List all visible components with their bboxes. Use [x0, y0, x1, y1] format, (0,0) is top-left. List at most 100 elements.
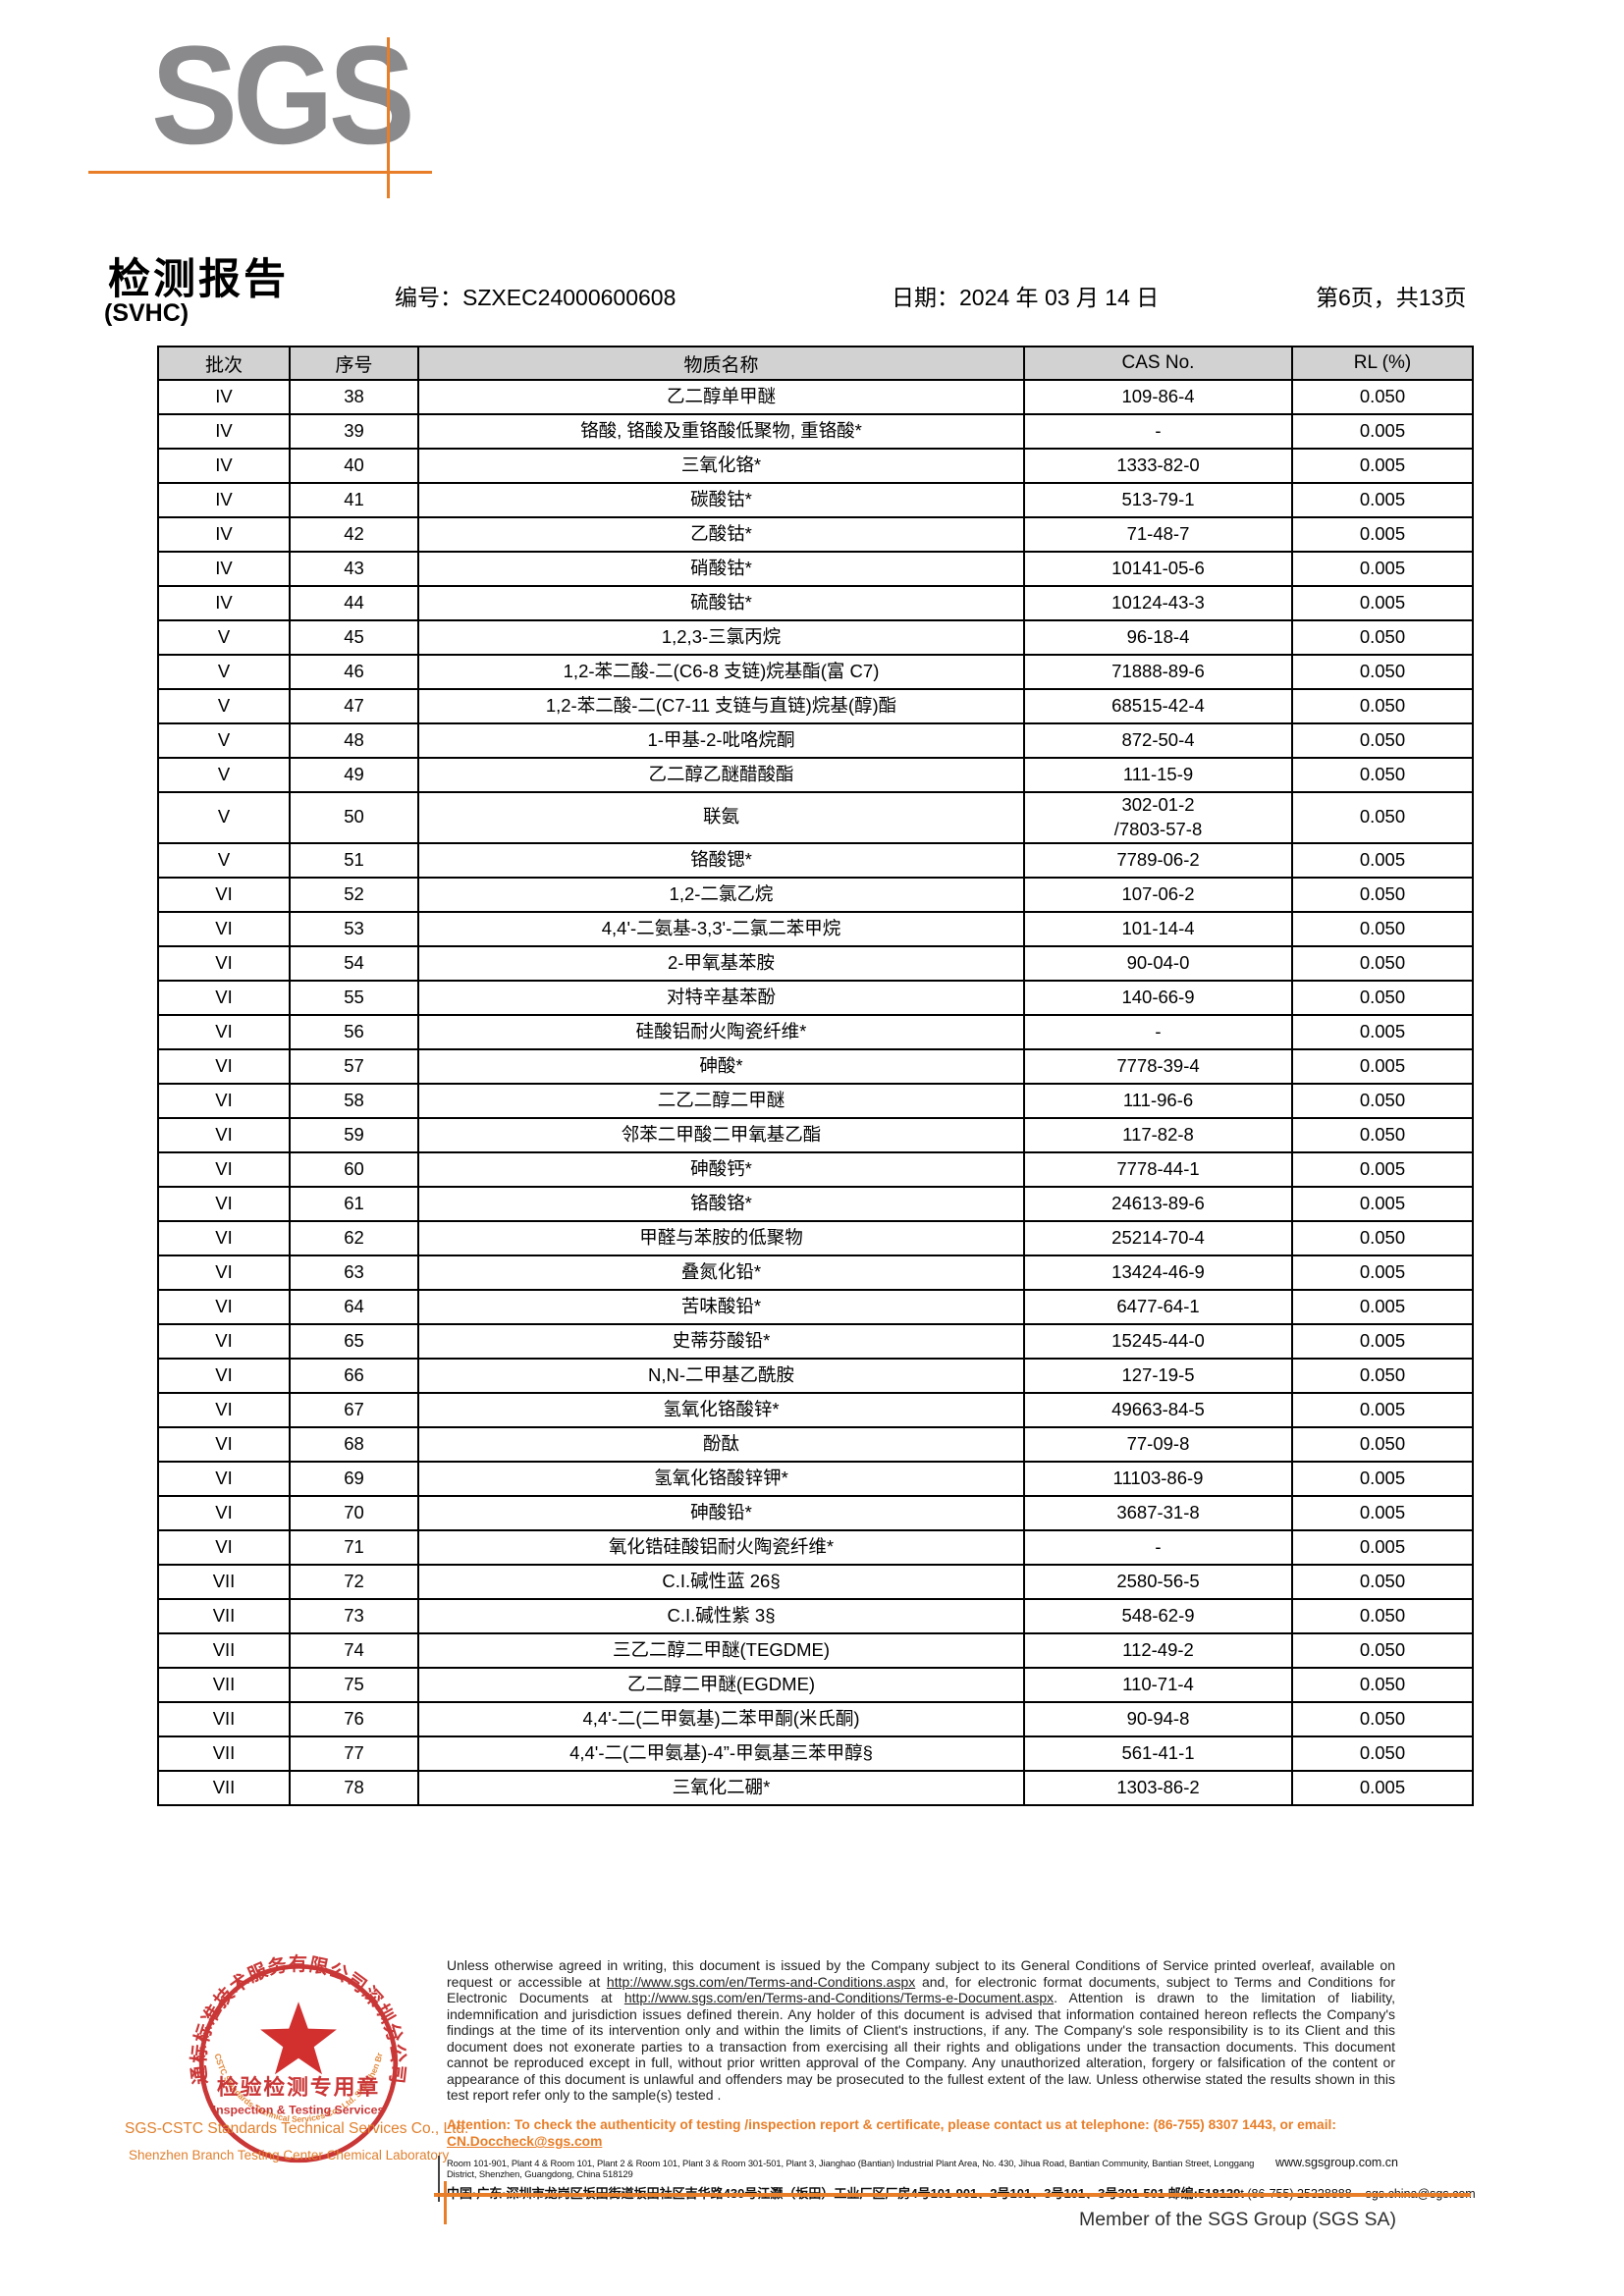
substance-cell: 铬酸, 铬酸及重铬酸低聚物, 重铬酸*: [417, 413, 1025, 450]
table-row: VI 55 对特辛基苯酚 140-66-9 0.050: [157, 979, 1474, 1016]
substance-cell: 1,2-苯二酸-二(C6-8 支链)烷基酯(富 C7): [417, 654, 1025, 690]
cas-cell: 561-41-1: [1023, 1735, 1293, 1772]
index-cell: 61: [289, 1185, 419, 1222]
substance-cell: 碳酸钴*: [417, 482, 1025, 518]
index-cell: 59: [289, 1116, 419, 1153]
batch-cell: V: [157, 654, 291, 690]
batch-cell: VI: [157, 1219, 291, 1256]
index-cell: 40: [289, 448, 419, 484]
column-header-substance: 物质名称: [417, 346, 1025, 381]
cas-cell: 302-01-2 /7803-57-8: [1023, 791, 1293, 844]
index-cell: 53: [289, 910, 419, 947]
index-cell: 75: [289, 1666, 419, 1703]
table-row: VI 58 二乙二醇二甲醚 111-96-6 0.050: [157, 1082, 1474, 1119]
table-row: V 46 1,2-苯二酸-二(C6-8 支链)烷基酯(富 C7) 71888-89-6…: [157, 654, 1474, 690]
index-cell: 58: [289, 1082, 419, 1119]
rl-cell: 0.005: [1291, 1460, 1474, 1497]
doccheck-email: CN.Doccheck@sgs.com: [447, 2134, 603, 2150]
substance-cell: 二乙二醇二甲醚: [417, 1082, 1025, 1119]
rl-cell: 0.050: [1291, 1219, 1474, 1256]
substance-cell: 对特辛基苯酚: [417, 979, 1025, 1016]
substance-cell: 砷酸钙*: [417, 1150, 1025, 1188]
batch-cell: V: [157, 688, 291, 724]
index-cell: 66: [289, 1357, 419, 1394]
rl-cell: 0.050: [1291, 722, 1474, 759]
seal-title-cn: 检验检测专用章: [217, 2074, 380, 2099]
index-cell: 42: [289, 516, 419, 553]
batch-cell: VII: [157, 1666, 291, 1703]
index-cell: 67: [289, 1391, 419, 1428]
cas-cell: 107-06-2: [1023, 876, 1293, 913]
index-cell: 77: [289, 1735, 419, 1772]
table-row: IV 44 硫酸钴* 10124-43-3 0.005: [157, 585, 1474, 621]
table-row: IV 38 乙二醇单甲醚 109-86-4 0.050: [157, 379, 1474, 415]
table-row: VI 69 氢氧化铬酸锌钾* 11103-86-9 0.005: [157, 1460, 1474, 1497]
rl-cell: 0.050: [1291, 1116, 1474, 1153]
cas-cell: 10141-05-6: [1023, 551, 1293, 587]
table-row: VII 75 乙二醇二甲醚(EGDME) 110-71-4 0.050: [157, 1666, 1474, 1703]
cas-cell: -: [1023, 1528, 1293, 1566]
terms-e-document-url: http://www.sgs.com/en/Terms-and-Conditio…: [623, 1990, 1055, 2006]
table-row: VI 68 酚酞 77-09-8 0.050: [157, 1425, 1474, 1463]
index-cell: 57: [289, 1047, 419, 1085]
rl-cell: 0.050: [1291, 379, 1474, 415]
index-cell: 51: [289, 841, 419, 879]
table-row: VII 76 4,4'-二(二甲氨基)二苯甲酮(米氏酮) 90-94-8 0.050: [157, 1700, 1474, 1737]
cas-cell: 112-49-2: [1023, 1631, 1293, 1669]
table-row: VII 77 4,4'-二(二甲氨基)-4”-甲氨基三苯甲醇§ 561-41-1 0.0…: [157, 1735, 1474, 1772]
index-cell: 46: [289, 654, 419, 690]
cas-cell: 7778-44-1: [1023, 1150, 1293, 1188]
company-seal: SGS-CSTC Standards Technical Services Co…: [187, 1951, 407, 2163]
substance-cell: 1,2-二氯乙烷: [417, 876, 1025, 913]
rl-cell: 0.050: [1291, 1735, 1474, 1772]
index-cell: 49: [289, 757, 419, 793]
rl-cell: 0.050: [1291, 688, 1474, 724]
index-cell: 38: [289, 379, 419, 415]
rl-cell: 0.050: [1291, 619, 1474, 656]
substance-cell: 氧化锆硅酸铝耐火陶瓷纤维*: [417, 1528, 1025, 1566]
index-cell: 54: [289, 944, 419, 982]
substance-cell: 邻苯二甲酸二甲氧基乙酯: [417, 1116, 1025, 1153]
table-row: VII 73 C.I.碱性紫 3§ 548-62-9 0.050: [157, 1597, 1474, 1634]
batch-cell: VII: [157, 1597, 291, 1634]
index-cell: 78: [289, 1769, 419, 1806]
batch-cell: VII: [157, 1769, 291, 1806]
rl-cell: 0.005: [1291, 1254, 1474, 1291]
substance-cell: 1,2-苯二酸-二(C7-11 支链与直链)烷基(醇)酯: [417, 688, 1025, 724]
table-row: V 49 乙二醇乙醚醋酸酯 111-15-9 0.050: [157, 757, 1474, 793]
index-cell: 76: [289, 1700, 419, 1737]
rl-cell: 0.050: [1291, 757, 1474, 793]
table-row: VI 62 甲醛与苯胺的低聚物 25214-70-4 0.050: [157, 1219, 1474, 1256]
rl-cell: 0.050: [1291, 1666, 1474, 1703]
batch-cell: IV: [157, 482, 291, 518]
cas-cell: 872-50-4: [1023, 722, 1293, 759]
substance-cell: 4,4'-二(二甲氨基)二苯甲酮(米氏酮): [417, 1700, 1025, 1737]
cas-cell: 96-18-4: [1023, 619, 1293, 656]
logo-underline-rule: [88, 171, 432, 174]
index-cell: 45: [289, 619, 419, 656]
footer-orange-tick: [444, 2181, 447, 2224]
rl-cell: 0.005: [1291, 1528, 1474, 1566]
index-cell: 64: [289, 1288, 419, 1325]
rl-cell: 0.050: [1291, 979, 1474, 1016]
rl-cell: 0.050: [1291, 876, 1474, 913]
substance-cell: 叠氮化铅*: [417, 1254, 1025, 1291]
rl-cell: 0.050: [1291, 944, 1474, 982]
rl-cell: 0.005: [1291, 1185, 1474, 1222]
column-header-index: 序号: [289, 346, 419, 381]
batch-cell: VI: [157, 1116, 291, 1153]
rl-cell: 0.005: [1291, 1494, 1474, 1531]
substance-cell: 三氧化铬*: [417, 448, 1025, 484]
index-cell: 47: [289, 688, 419, 724]
table-row: VI 64 苦味酸铅* 6477-64-1 0.005: [157, 1288, 1474, 1325]
batch-cell: VI: [157, 1528, 291, 1566]
terms-url: http://www.sgs.com/en/Terms-and-Conditio…: [606, 1973, 916, 1990]
substance-cell: 乙二醇二甲醚(EGDME): [417, 1666, 1025, 1703]
substance-cell: 砷酸铅*: [417, 1494, 1025, 1531]
table-row: IV 42 乙酸钴* 71-48-7 0.005: [157, 516, 1474, 553]
index-cell: 68: [289, 1425, 419, 1463]
page-indicator: 第6页，共13页: [1316, 285, 1467, 310]
index-cell: 71: [289, 1528, 419, 1566]
page-title: 检测报告: [108, 256, 289, 303]
substance-cell: 4,4'-二氨基-3,3'-二氯二苯甲烷: [417, 910, 1025, 947]
